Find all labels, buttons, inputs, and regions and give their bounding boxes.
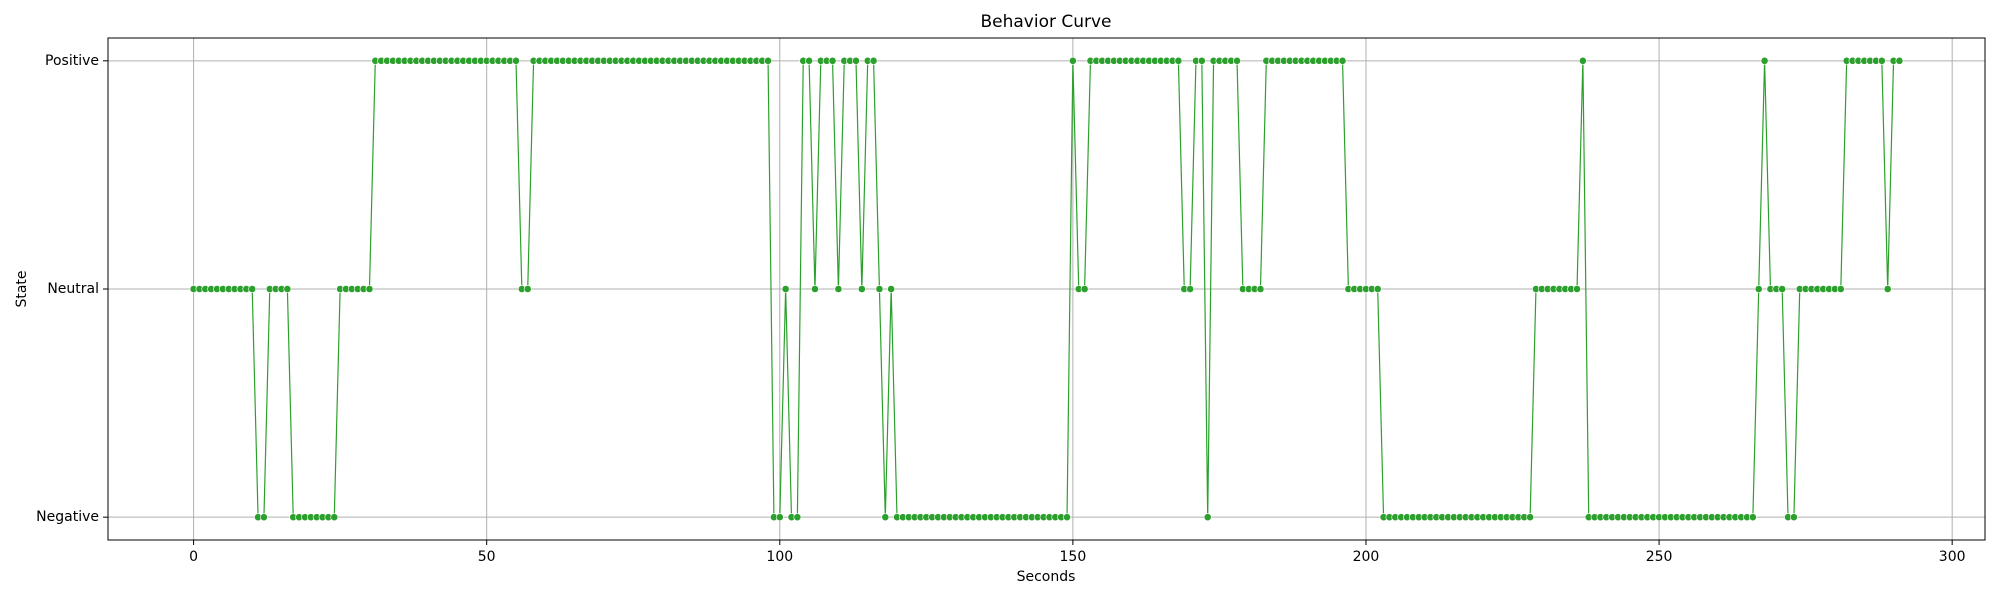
data-point [1233, 56, 1241, 65]
chart-title: Behavior Curve [980, 12, 1111, 32]
data-point [1573, 285, 1581, 293]
data-point [1197, 56, 1206, 65]
data-point [834, 285, 843, 293]
data-point [1883, 285, 1892, 293]
x-tick-label: 0 [189, 549, 198, 565]
data-point [1526, 513, 1535, 522]
data-point [1174, 56, 1183, 65]
data-point [1080, 285, 1089, 293]
data-point [811, 285, 819, 293]
data-point [828, 56, 837, 65]
data-point [1373, 285, 1382, 293]
y-axis-label: State [14, 270, 30, 307]
data-point [1338, 56, 1347, 65]
data-point [330, 513, 339, 522]
data-point [764, 56, 772, 65]
data-point [852, 56, 860, 65]
x-tick-label: 250 [1646, 549, 1673, 565]
data-point [248, 285, 257, 293]
data-point [1068, 56, 1077, 65]
x-tick-label: 300 [1939, 549, 1966, 565]
y-tick-label: Positive [45, 53, 99, 69]
data-point [1790, 513, 1798, 522]
data-point [857, 285, 866, 293]
y-tick-label: Neutral [47, 281, 99, 297]
x-tick-label: 50 [478, 549, 496, 565]
data-point [1754, 285, 1763, 293]
data-point [1186, 285, 1195, 293]
data-point [1578, 56, 1587, 65]
data-point [1203, 513, 1212, 522]
x-tick-label: 150 [1060, 549, 1087, 565]
data-point [523, 285, 532, 293]
data-point [1778, 285, 1787, 293]
x-tick-label: 200 [1353, 549, 1380, 565]
data-point [1895, 56, 1904, 65]
data-point [869, 56, 878, 65]
data-point [775, 513, 784, 522]
data-point [1760, 56, 1769, 65]
data-point [781, 285, 790, 293]
y-tick-label: Negative [36, 509, 99, 525]
data-point [805, 56, 813, 65]
data-point [881, 513, 890, 522]
data-point [1877, 56, 1886, 65]
data-point [1748, 513, 1757, 522]
data-point [260, 513, 268, 522]
x-tick-label: 100 [766, 549, 793, 565]
data-point [1256, 285, 1265, 293]
data-point [283, 285, 292, 293]
data-point [875, 285, 884, 293]
x-axis-label: Seconds [1017, 569, 1076, 585]
data-point [365, 285, 374, 293]
data-point [1063, 513, 1071, 522]
data-point [512, 56, 520, 65]
data-point [887, 285, 896, 293]
data-point [793, 513, 802, 522]
data-point [1836, 285, 1845, 293]
plot-frame [107, 37, 1986, 541]
